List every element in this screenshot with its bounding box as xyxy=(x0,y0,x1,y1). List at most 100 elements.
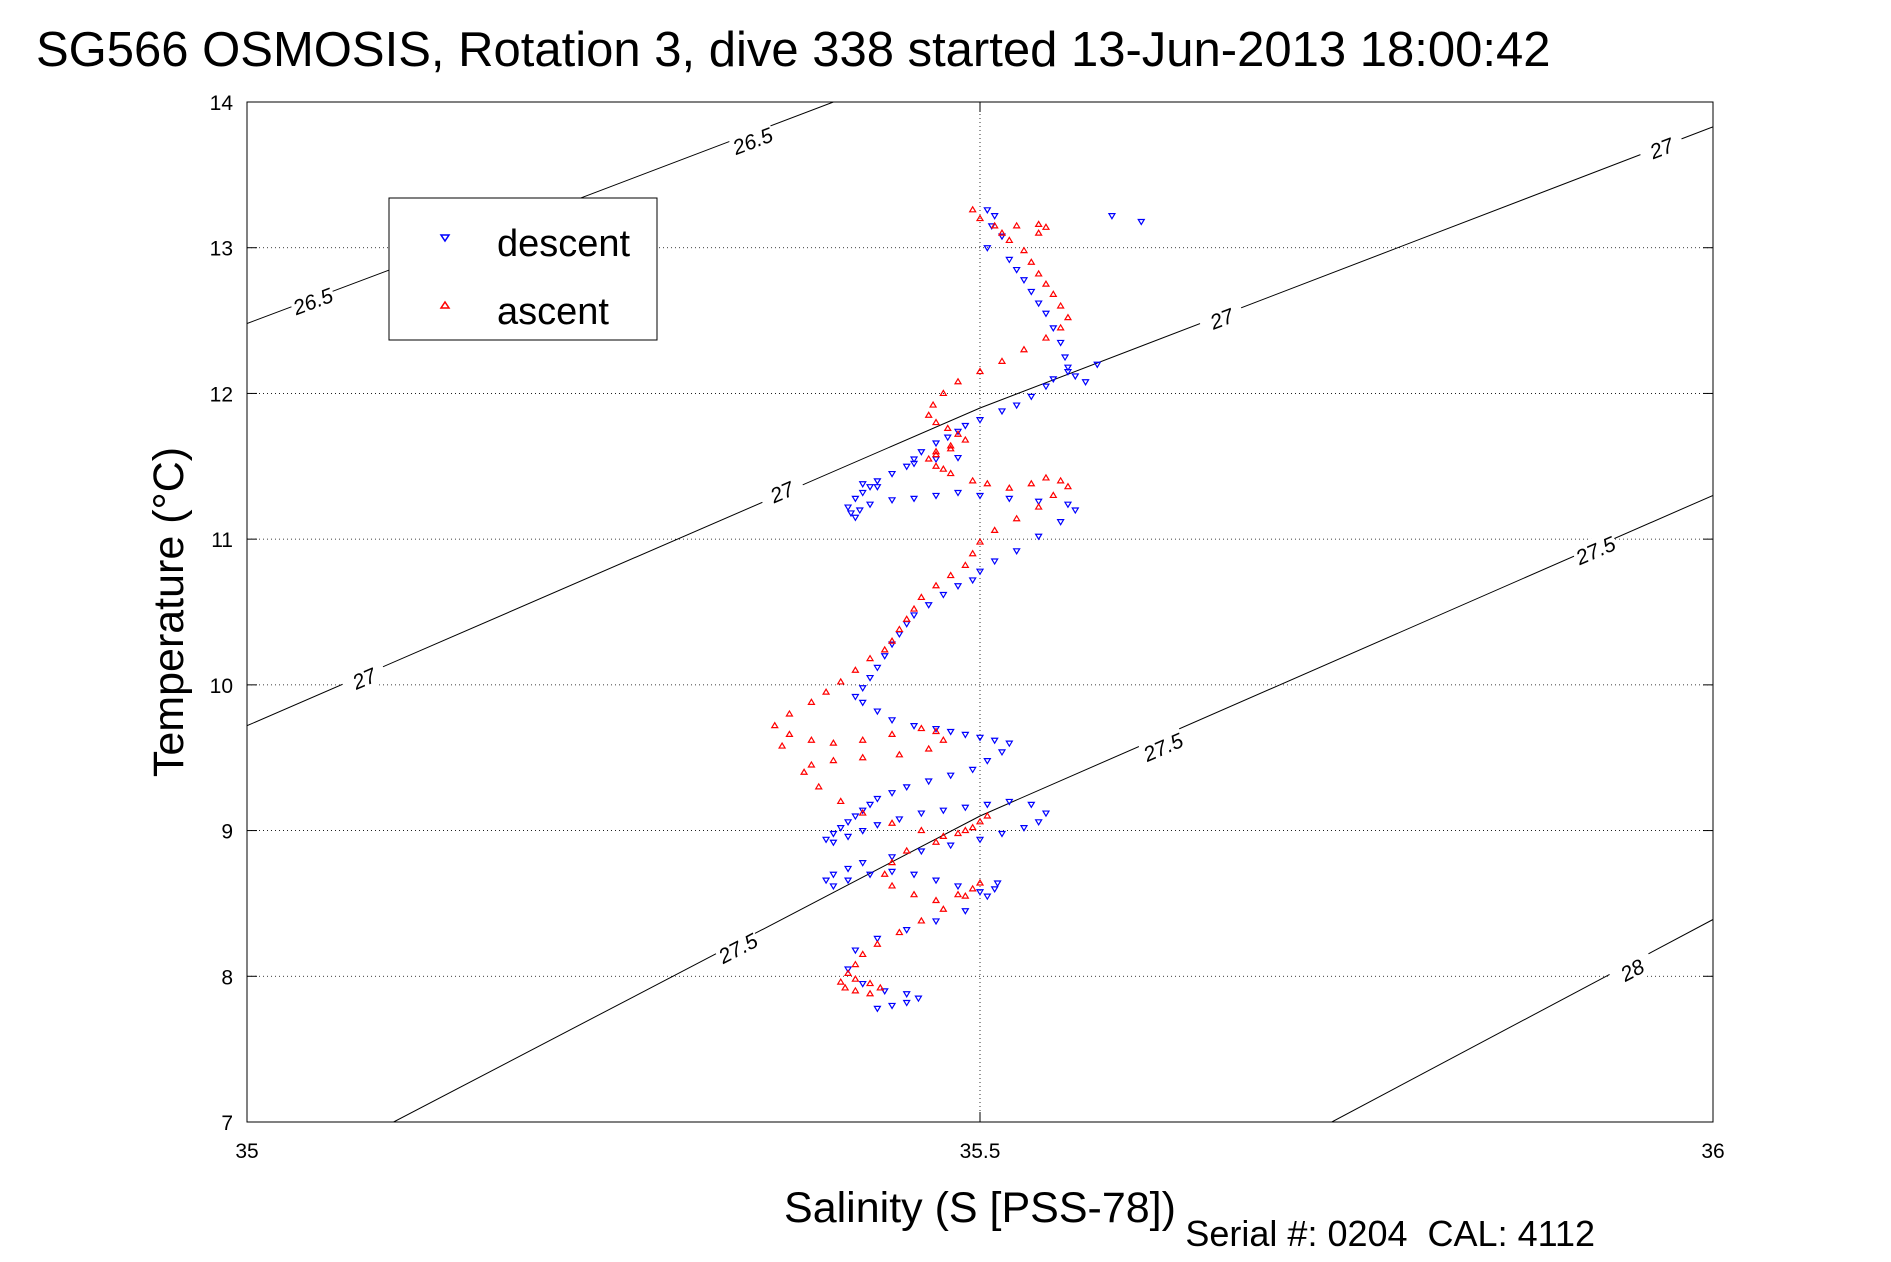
ascent-point xyxy=(1012,514,1021,522)
contour-label-bg xyxy=(338,658,389,698)
descent-point xyxy=(873,1005,882,1013)
contour-label-bg xyxy=(712,926,763,969)
ascent-point xyxy=(939,905,948,912)
descent-point xyxy=(953,428,963,436)
ascent-point xyxy=(975,817,985,825)
descent-point xyxy=(939,807,948,815)
ascent-point xyxy=(931,447,941,455)
descent-point xyxy=(880,653,889,660)
ascent-point xyxy=(1019,246,1029,254)
ascent-point xyxy=(953,829,963,837)
descent-point xyxy=(851,813,860,821)
ascent-point xyxy=(865,979,875,987)
y-tick-label-7: 14 xyxy=(210,92,234,115)
descent-point xyxy=(1093,361,1102,369)
descent-point xyxy=(931,877,941,885)
ascent-point xyxy=(836,977,845,985)
descent-point xyxy=(931,440,941,448)
ascent-point xyxy=(800,768,809,775)
descent-point xyxy=(829,830,838,838)
descent-point xyxy=(1063,364,1073,372)
descent-point xyxy=(1041,310,1051,318)
ascent-point xyxy=(953,377,963,385)
descent-point xyxy=(997,408,1007,416)
ascent-point xyxy=(1056,301,1065,309)
descent-point xyxy=(865,871,875,879)
descent-point xyxy=(846,510,856,518)
ascent-point xyxy=(822,687,831,695)
ascent-point xyxy=(939,389,948,397)
descent-point xyxy=(902,463,911,471)
ascent-point xyxy=(887,730,897,737)
ascent-point xyxy=(785,709,794,717)
ascent-point xyxy=(924,744,933,752)
descent-point xyxy=(851,514,860,522)
ascent-point xyxy=(909,604,919,612)
descent-point xyxy=(873,822,882,829)
descent-point xyxy=(1107,213,1116,220)
ascent-point xyxy=(880,645,889,653)
footer-text: Serial #: 0204 CAL: 4112 xyxy=(1185,1213,1595,1254)
contour-label-bg xyxy=(1196,299,1247,338)
descent-point xyxy=(1034,819,1043,826)
descent-point xyxy=(946,842,955,850)
ascent-point xyxy=(829,756,838,764)
descent-point xyxy=(990,737,999,745)
ascent-point xyxy=(807,736,816,743)
descent-point xyxy=(1005,798,1014,806)
descent-point xyxy=(931,918,941,926)
descent-point xyxy=(917,449,926,456)
descent-point xyxy=(997,233,1007,241)
ascent-point xyxy=(895,928,904,936)
ascent-point xyxy=(836,797,845,805)
ascent-point xyxy=(909,890,919,898)
ascent-point xyxy=(929,400,938,408)
contour-label-bg xyxy=(756,471,807,512)
ascent-point xyxy=(931,450,941,458)
legend-marker-descent xyxy=(439,234,451,243)
descent-point xyxy=(844,833,853,841)
descent-point xyxy=(917,848,926,856)
ascent-point xyxy=(851,986,860,994)
descent-point xyxy=(1081,379,1090,386)
y-tick-label-5: 12 xyxy=(210,383,233,406)
descent-point xyxy=(851,693,860,701)
descent-point xyxy=(1034,533,1043,541)
descent-point xyxy=(975,889,985,896)
descent-point xyxy=(1049,325,1058,333)
ascent-point xyxy=(953,890,963,898)
contour-line-28 xyxy=(1331,919,1713,1122)
ascent-point xyxy=(943,424,952,431)
descent-point xyxy=(961,422,970,430)
descent-point xyxy=(858,827,867,835)
legend-label-ascent: ascent xyxy=(497,291,609,333)
descent-point xyxy=(1012,402,1021,410)
data-points xyxy=(770,205,1146,1013)
descent-point xyxy=(895,816,904,824)
descent-point xyxy=(887,790,897,797)
descent-point xyxy=(968,766,977,774)
ascent-point xyxy=(946,469,955,477)
ascent-point xyxy=(990,526,999,533)
descent-point xyxy=(1005,495,1014,503)
descent-point xyxy=(909,612,919,620)
ascent-point xyxy=(983,811,992,819)
ascent-point xyxy=(841,983,850,991)
descent-point xyxy=(1049,376,1058,384)
ascent-point xyxy=(1034,502,1043,510)
descent-point xyxy=(1071,507,1080,515)
descent-point xyxy=(1041,810,1051,818)
ascent-point xyxy=(1027,479,1036,487)
ascent-point xyxy=(961,891,970,899)
descent-point xyxy=(858,807,867,815)
descent-point xyxy=(975,734,985,742)
descent-point xyxy=(961,908,970,915)
ascent-point xyxy=(968,549,977,557)
descent-point xyxy=(1027,288,1036,296)
ascent-point xyxy=(807,698,816,705)
descent-point xyxy=(946,772,955,780)
y-tick-label-0: 7 xyxy=(221,1112,233,1135)
ascent-point xyxy=(895,750,904,758)
ascent-point xyxy=(1034,269,1043,277)
y-tick-label-3: 10 xyxy=(210,675,233,698)
